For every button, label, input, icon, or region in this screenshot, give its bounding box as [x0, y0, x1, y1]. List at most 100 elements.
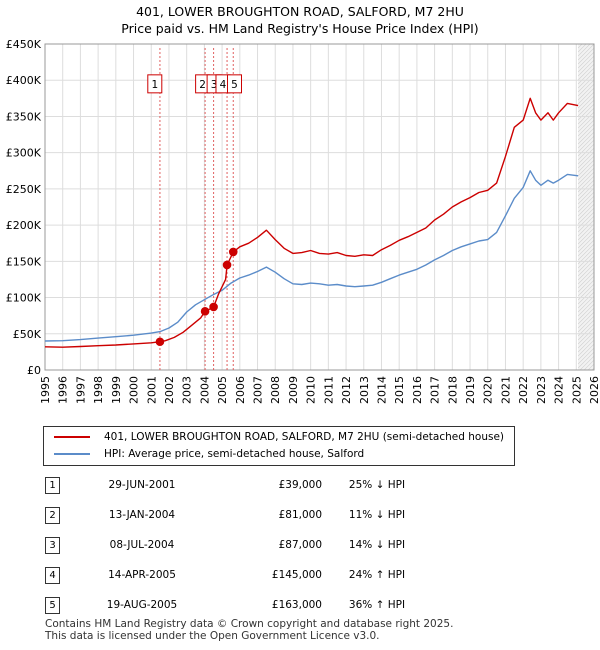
forecast-hatch [578, 219, 594, 237]
marker-label: 4 [220, 79, 227, 91]
forecast-hatch [578, 275, 594, 293]
x-tick-label: 2024 [553, 376, 566, 404]
forecast-hatch [578, 223, 594, 241]
sale-price: £39,000 [278, 479, 322, 491]
x-tick-label: 2000 [128, 376, 141, 404]
forecast-hatch [578, 127, 594, 145]
x-tick-label: 2019 [464, 376, 477, 404]
forecast-hatch [578, 24, 594, 40]
forecast-hatch [578, 95, 594, 113]
forecast-hatch [578, 351, 594, 369]
x-tick-label: 2025 [570, 376, 583, 404]
footer-copyright: Contains HM Land Registry data © Crown c… [45, 618, 454, 630]
forecast-hatch [578, 44, 594, 61]
forecast-hatch [578, 67, 594, 85]
forecast-hatch [578, 255, 594, 273]
x-tick-label: 2005 [216, 376, 229, 404]
chart-subtitle: Price paid vs. HM Land Registry's House … [121, 21, 479, 36]
sales-row: 3 08-JUL-2004 £87,000 14% ↓ HPI [42, 530, 432, 560]
sale-hpi-diff: 25% ↓ HPI [348, 479, 406, 491]
y-tick-label: £250K [6, 183, 42, 196]
plot-area [45, 44, 594, 370]
legend-label-hpi: HPI: Average price, semi-detached house,… [104, 448, 365, 460]
forecast-hatch [578, 347, 594, 365]
forecast-hatch [578, 55, 594, 73]
x-tick-label: 2022 [517, 376, 530, 404]
forecast-hatch [578, 307, 594, 325]
y-tick-label: £450K [6, 38, 42, 51]
forecast-hatch [578, 263, 594, 281]
forecast-hatch [578, 131, 594, 149]
forecast-hatch [578, 135, 594, 153]
x-tick-label: 2023 [535, 376, 548, 404]
x-tick-label: 1995 [39, 376, 52, 404]
sale-date: 29-JUN-2001 [108, 479, 176, 491]
y-tick-label: £0 [27, 364, 41, 377]
footer: Contains HM Land Registry data © Crown c… [45, 618, 453, 642]
forecast-hatch [578, 139, 594, 157]
x-tick-label: 2008 [269, 376, 282, 404]
forecast-shade [578, 44, 594, 370]
forecast-hatch [578, 151, 594, 169]
forecast-hatch [578, 207, 594, 225]
forecast-hatch [578, 8, 594, 24]
sales-table: 1 29-JUN-2001 £39,000 25% ↓ HPI 2 13-JAN-2004… [42, 470, 432, 620]
sale-date: 19-AUG-2005 [106, 599, 178, 611]
x-tick-label: 2014 [375, 376, 388, 404]
forecast-hatch [578, 259, 594, 277]
forecast-hatch [578, 311, 594, 329]
x-tick-label: 1996 [57, 376, 70, 404]
forecast-hatch [578, 191, 594, 209]
x-tick-label: 2011 [322, 376, 335, 404]
sale-hpi-diff: 24% ↑ HPI [348, 569, 406, 581]
forecast-hatch [578, 167, 594, 185]
forecast-hatch [578, 235, 594, 253]
forecast-hatch [578, 231, 594, 249]
x-tick-label: 2018 [446, 376, 459, 404]
forecast-hatch [578, 91, 594, 109]
legend-label-property: 401, LOWER BROUGHTON ROAD, SALFORD, M7 2… [104, 431, 504, 443]
forecast-hatch [578, 99, 594, 117]
sale-date: 14-APR-2005 [108, 569, 176, 581]
hpi-line [44, 170, 579, 342]
sales-row: 5 19-AUG-2005 £163,000 36% ↑ HPI [42, 590, 432, 620]
forecast-hatch [578, 183, 594, 201]
sale-price: £163,000 [271, 599, 322, 611]
forecast-hatch [578, 179, 594, 197]
x-tick-label: 2010 [305, 376, 318, 404]
forecast-hatch [578, 44, 583, 49]
x-tick-label: 2004 [198, 376, 211, 404]
sale-number: 1 [45, 476, 60, 494]
sale-point-1 [155, 337, 165, 347]
sale-hpi-diff: 36% ↑ HPI [348, 599, 406, 611]
legend-swatch-property [54, 436, 90, 438]
forecast-hatch [578, 299, 594, 317]
forecast-hatch [578, 143, 594, 161]
sale-point-5 [228, 247, 238, 257]
forecast-hatch [578, 87, 594, 105]
forecast-hatch [578, 339, 594, 357]
forecast-hatch [578, 12, 594, 28]
forecast-hatch [578, 103, 594, 121]
x-tick-label: 2013 [358, 376, 371, 404]
forecast-hatch [578, 59, 594, 77]
forecast-hatch [578, 227, 594, 245]
forecast-hatch [578, 171, 594, 189]
forecast-hatch [578, 44, 579, 45]
forecast-hatch [578, 44, 591, 57]
forecast-hatch [587, 363, 594, 370]
x-tick-label: 2026 [588, 376, 600, 404]
sale-number: 2 [45, 506, 60, 524]
sale-point-3 [209, 302, 218, 312]
forecast-hatch [578, 111, 594, 129]
forecast-hatch [578, 287, 594, 305]
y-tick-label: £350K [6, 110, 42, 123]
x-tick-label: 2003 [181, 376, 194, 404]
y-tick-label: £200K [6, 219, 42, 232]
forecast-hatch [578, 291, 594, 309]
forecast-hatch [578, 271, 594, 289]
x-tick-label: 2015 [393, 376, 406, 404]
marker-box-5: 5 [226, 74, 242, 94]
property-price-line [44, 97, 579, 348]
y-tick-label: £400K [6, 74, 42, 87]
